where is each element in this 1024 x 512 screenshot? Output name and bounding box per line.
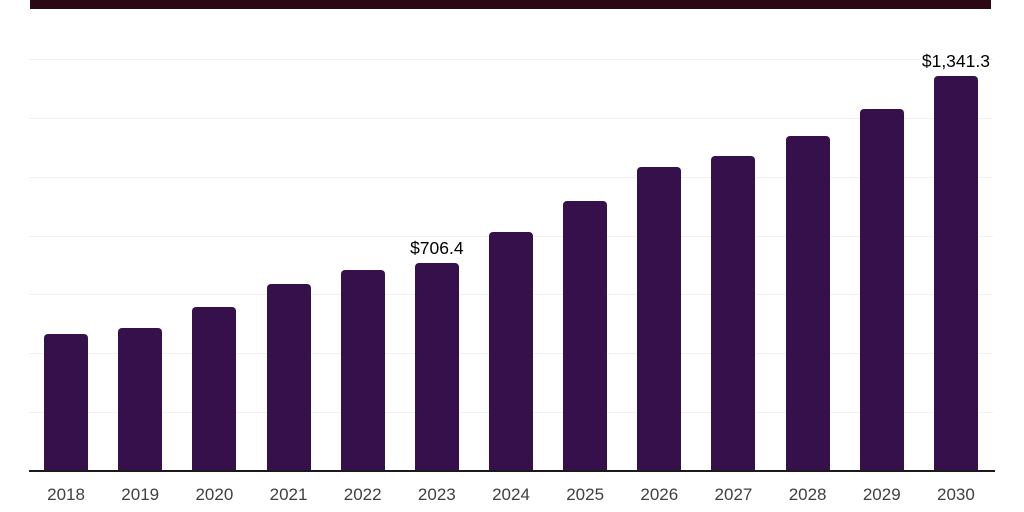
top-accent-band (30, 0, 991, 9)
bar-2023[interactable] (414, 263, 459, 471)
bar-2020[interactable] (192, 306, 237, 471)
gridline-1200 (29, 117, 993, 119)
x-tick-2019: 2019 (121, 485, 160, 504)
data-label-2030: $1,341.3 (921, 51, 990, 72)
x-tick-2021: 2021 (269, 485, 308, 504)
x-tick-2025: 2025 (566, 485, 605, 504)
bar-2028[interactable] (785, 136, 830, 471)
x-tick-2023: 2023 (417, 485, 456, 504)
bar-2018[interactable] (44, 334, 89, 471)
bar-2022[interactable] (340, 270, 385, 471)
data-label-2023: $706.4 (410, 238, 464, 259)
x-axis-line (29, 470, 995, 472)
x-tick-2027: 2027 (714, 485, 753, 504)
x-tick-2018: 2018 (47, 485, 85, 504)
x-tick-2029: 2029 (862, 485, 901, 504)
bar-2029[interactable] (859, 109, 904, 471)
bar-2019[interactable] (118, 328, 163, 471)
bar-2024[interactable] (489, 232, 533, 471)
gridline-1400 (29, 59, 993, 60)
x-tick-2020: 2020 (195, 485, 234, 504)
x-tick-2026: 2026 (640, 485, 679, 504)
x-tick-2022: 2022 (343, 485, 382, 504)
x-tick-2028: 2028 (788, 485, 827, 504)
x-tick-2024: 2024 (492, 485, 530, 504)
bar-2025[interactable] (563, 201, 608, 471)
bar-2030[interactable] (933, 76, 978, 471)
bar-2021[interactable] (266, 284, 311, 471)
bar-2027[interactable] (711, 155, 756, 471)
gridline-1000 (29, 176, 993, 178)
bar-2026[interactable] (637, 167, 682, 471)
x-tick-2030: 2030 (937, 485, 975, 504)
